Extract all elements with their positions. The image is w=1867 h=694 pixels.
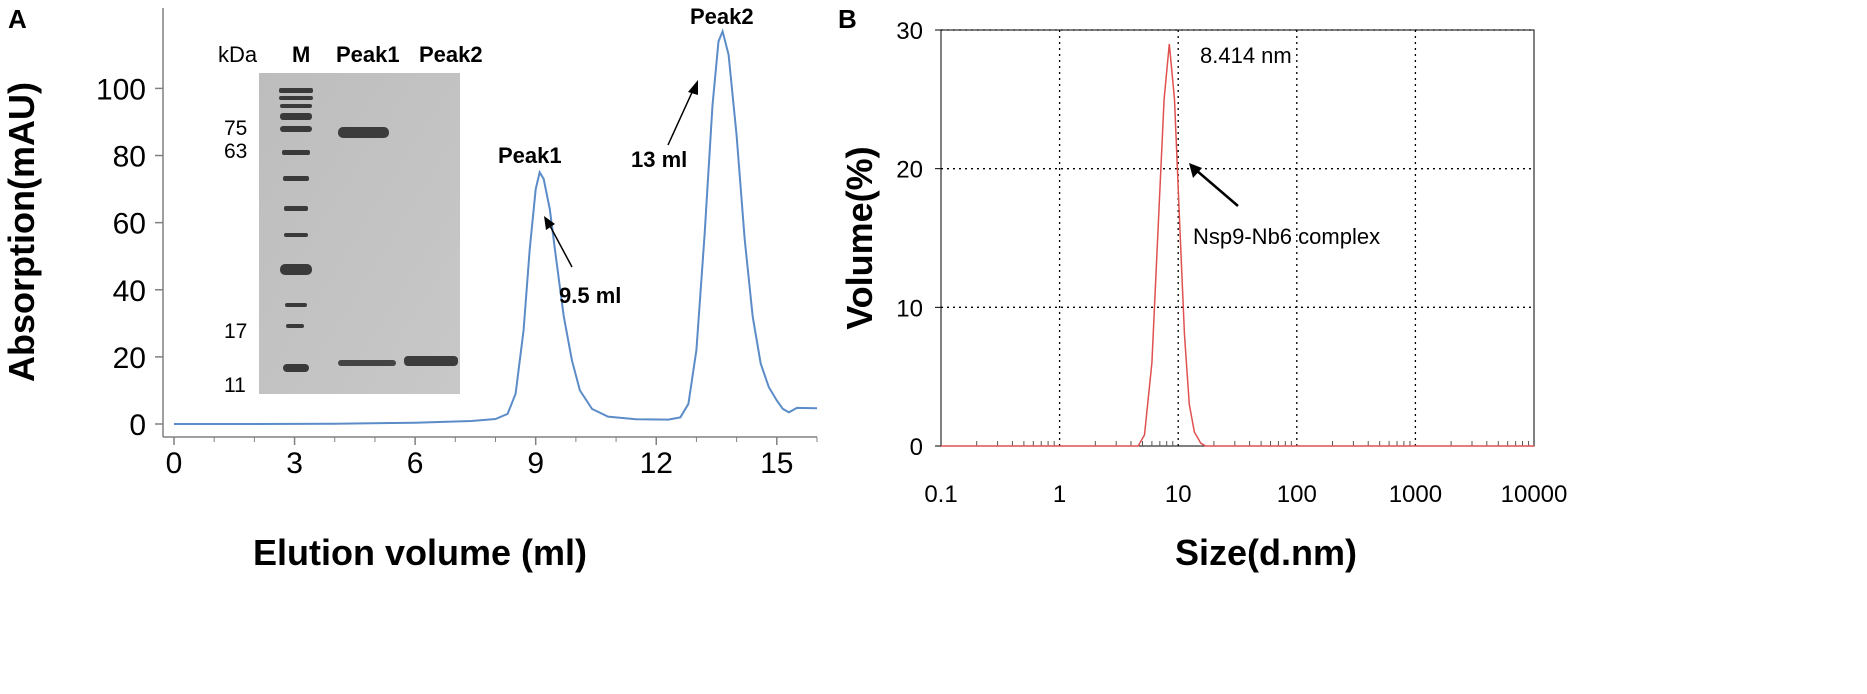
gel-band-peak1-low [338, 360, 396, 366]
gel-kda-label: kDa [218, 42, 258, 67]
arrow-peak1-head [544, 216, 555, 230]
gel-lane-peak1: Peak1 [336, 42, 400, 67]
gel-marker-bands [279, 88, 313, 372]
annotation-13ml: 13 ml [631, 147, 687, 172]
panel-a-y-axis-title: Absorption(mAU) [1, 82, 42, 382]
panel-a-x-tick-label: 6 [407, 447, 424, 480]
arrow-peak1-shaft [548, 223, 573, 268]
panel-a-x-tick-label: 9 [527, 447, 544, 480]
inset-gel: kDa M Peak1 Peak2 75 63 17 11 [218, 42, 483, 397]
panel-a-x-tick-label: 3 [286, 447, 303, 480]
panel-a-y-ticks: 0 20 40 60 80 100 [96, 73, 163, 442]
annotation-size-label: 8.414 nm [1200, 43, 1292, 68]
panel-a-chart: A 0 20 40 60 80 100 0 3 6 9 12 15 Elution volume (… [1, 4, 818, 573]
panel-b-x-tick-label: 10 [1165, 481, 1192, 508]
gel-lane-peak2: Peak2 [419, 42, 483, 67]
panel-b-y-tick-label: 30 [896, 18, 923, 45]
panel-b-y-tick-label: 0 [910, 434, 923, 461]
panel-a-y-tick-label: 60 [113, 208, 146, 241]
panel-a-y-tick-label: 80 [113, 141, 146, 174]
panel-a-minor-ticks [213, 437, 818, 442]
gel-lane-m: M [292, 42, 310, 67]
panel-b-y-tick-label: 10 [896, 295, 923, 322]
panel-a-x-tick-label: 0 [166, 447, 183, 480]
panel-b-x-tick-label: 100 [1277, 481, 1317, 508]
annotation-peak2: Peak2 [690, 4, 754, 29]
arrow-complex-head [1189, 163, 1202, 178]
panel-b-minor-ticks [976, 441, 1530, 446]
arrow-peak2-shaft [667, 87, 695, 146]
gel-marker-11: 11 [224, 374, 246, 397]
gel-marker-17: 17 [224, 320, 247, 343]
gel-marker-63: 63 [224, 140, 247, 163]
panel-b-x-tick-label: 0.1 [924, 481, 957, 508]
arrow-peak2-head [688, 80, 698, 95]
arrow-complex-shaft [1195, 169, 1239, 207]
panel-b-y-ticks: 0 10 20 30 [896, 18, 941, 461]
panel-b-y-axis-title: Volume(%) [839, 146, 880, 329]
panel-a-y-tick-label: 0 [129, 409, 146, 442]
panel-b-x-tick-label: 1 [1053, 481, 1066, 508]
panel-b-x-ticks: 0.1 1 10 100 1000 10000 [924, 481, 1567, 508]
gel-band-peak2-low [404, 356, 458, 366]
gel-band-peak1-high [338, 127, 389, 138]
panel-a-x-axis-title: Elution volume (ml) [253, 532, 587, 573]
annotation-complex-label: Nsp9-Nb6 complex [1193, 224, 1380, 249]
panel-a-x-tick-label: 15 [760, 447, 793, 480]
panel-b-series-line [941, 43, 1534, 447]
panel-a-series-line [174, 28, 818, 425]
annotation-peak1: Peak1 [498, 143, 562, 168]
panel-b-label: B [838, 4, 857, 34]
panel-a-x-tick-label: 12 [640, 447, 673, 480]
panel-a-y-tick-label: 40 [113, 275, 146, 308]
panel-b-y-tick-label: 20 [896, 157, 923, 184]
panel-b-x-tick-label: 10000 [1501, 481, 1568, 508]
annotation-9-5ml: 9.5 ml [559, 283, 621, 308]
panel-a-label: A [8, 4, 27, 34]
panel-b-x-tick-label: 1000 [1389, 481, 1442, 508]
panel-a-x-ticks: 0 3 6 9 12 15 [166, 437, 794, 480]
panel-a-y-tick-label: 20 [113, 342, 146, 375]
gel-marker-75: 75 [224, 117, 247, 140]
panel-b-x-axis-title: Size(d.nm) [1175, 532, 1357, 573]
panel-a-y-tick-label: 100 [96, 73, 146, 106]
